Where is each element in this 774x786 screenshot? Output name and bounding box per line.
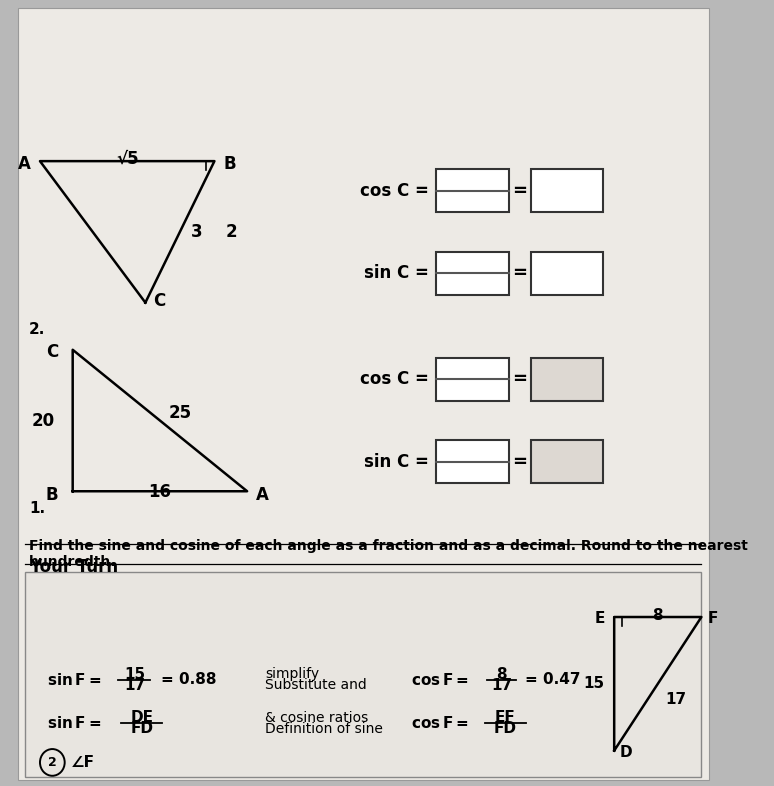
Text: 8: 8 (496, 667, 507, 682)
Text: 17: 17 (665, 692, 687, 707)
Text: sin C =: sin C = (364, 264, 429, 282)
Text: EF: EF (495, 711, 515, 725)
Text: Your Turn: Your Turn (29, 558, 118, 576)
FancyBboxPatch shape (436, 358, 509, 401)
Text: 15: 15 (584, 676, 604, 692)
Text: =: = (512, 182, 527, 200)
Text: Substitute and: Substitute and (265, 678, 367, 692)
Text: $\mathbf{cos\,F = }$: $\mathbf{cos\,F = }$ (411, 715, 468, 731)
Text: 15: 15 (124, 667, 145, 682)
Text: A: A (19, 155, 31, 173)
Text: B: B (223, 155, 236, 173)
Text: F: F (707, 611, 717, 626)
Text: 2: 2 (48, 756, 57, 769)
Text: $\mathbf{sin\,F = }$: $\mathbf{sin\,F = }$ (47, 715, 101, 731)
Text: D: D (620, 745, 632, 760)
Text: $\mathbf{cos\,F = }$: $\mathbf{cos\,F = }$ (411, 672, 468, 688)
FancyBboxPatch shape (18, 8, 709, 780)
Text: C: C (152, 292, 165, 310)
Text: $\mathbf{sin\,F = }$: $\mathbf{sin\,F = }$ (47, 672, 101, 688)
FancyBboxPatch shape (436, 440, 509, 483)
Text: 17: 17 (491, 678, 512, 692)
Text: A: A (256, 487, 269, 504)
Text: 8: 8 (652, 608, 663, 623)
Text: Definition of sine: Definition of sine (265, 722, 383, 736)
Text: 17: 17 (124, 678, 145, 692)
Text: FD: FD (494, 721, 517, 736)
FancyBboxPatch shape (531, 440, 603, 483)
Text: cos C =: cos C = (360, 182, 429, 200)
Text: FD: FD (130, 721, 153, 736)
FancyBboxPatch shape (436, 169, 509, 212)
Text: B: B (46, 487, 58, 504)
Text: =: = (512, 264, 527, 282)
Text: E: E (595, 611, 605, 626)
Text: √5: √5 (116, 149, 139, 167)
Text: 25: 25 (169, 404, 192, 421)
Text: 20: 20 (32, 412, 54, 429)
Text: DE: DE (130, 711, 153, 725)
Text: = 0.47: = 0.47 (525, 672, 580, 688)
Text: sin C =: sin C = (364, 453, 429, 471)
Text: & cosine ratios: & cosine ratios (265, 711, 368, 725)
Text: 2: 2 (225, 223, 237, 241)
Text: C: C (46, 343, 58, 362)
Text: =: = (512, 453, 527, 471)
Text: Find the sine and cosine of each angle as a fraction and as a decimal. Round to : Find the sine and cosine of each angle a… (29, 539, 748, 569)
FancyBboxPatch shape (531, 252, 603, 295)
FancyBboxPatch shape (436, 252, 509, 295)
Text: 16: 16 (149, 483, 171, 501)
Text: 2.: 2. (29, 322, 46, 337)
Text: =: = (512, 370, 527, 388)
FancyBboxPatch shape (531, 358, 603, 401)
Text: 1.: 1. (29, 501, 45, 516)
Text: 3: 3 (191, 223, 203, 241)
FancyBboxPatch shape (26, 572, 701, 777)
FancyBboxPatch shape (531, 169, 603, 212)
Text: cos C =: cos C = (360, 370, 429, 388)
Text: simplify: simplify (265, 667, 320, 681)
Text: = 0.88: = 0.88 (161, 672, 217, 688)
Text: ∠F: ∠F (70, 755, 94, 770)
